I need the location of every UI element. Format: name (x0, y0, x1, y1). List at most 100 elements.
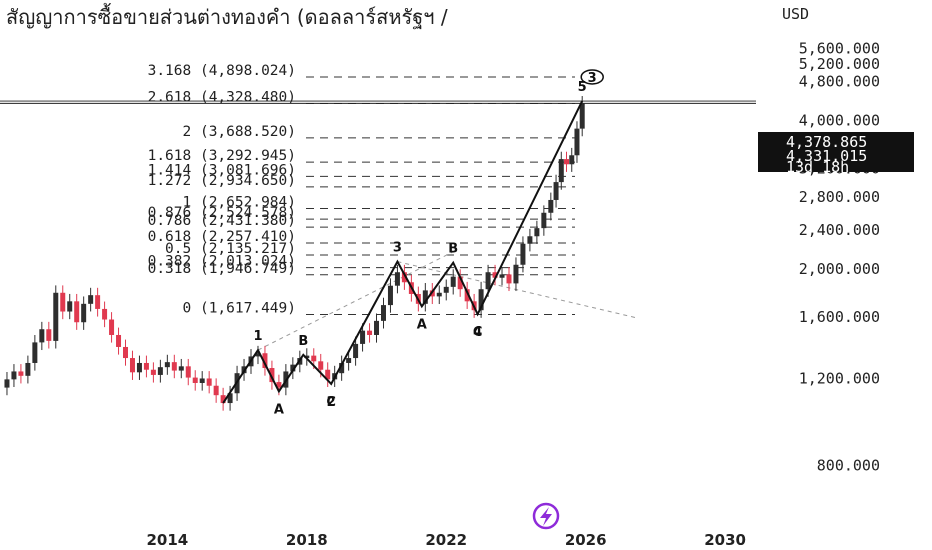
candle-body-43 (304, 355, 310, 359)
fib-label-5: 1.272 (2,934.650) (148, 173, 296, 189)
price-candles (4, 96, 585, 411)
y-tick-2: 1,600.000 (799, 308, 880, 326)
countdown-label: 13d 18h (786, 158, 849, 176)
fib-level-lines (0, 76, 756, 315)
fib-level-labels: 3.168 (4,898.024) 2.618 (4,328.480) 2 (3,6… (148, 63, 296, 316)
wave-label-circle-11 (580, 69, 604, 85)
candle-body-49 (346, 358, 352, 363)
candle-body-79 (553, 182, 559, 200)
candle-body-52 (367, 330, 373, 335)
candle-body-77 (541, 212, 547, 229)
x-tick-1: 2018 (286, 531, 328, 549)
chart-title: สัญญาการซื้อขายส่วนต่างทองคำ (ดอลลาร์สหร… (6, 3, 448, 29)
y-tick-9: 4,800.000 (799, 72, 880, 90)
candle-body-28 (199, 378, 205, 383)
x-tick-3: 2026 (565, 531, 607, 549)
candle-body-50 (353, 343, 359, 359)
candle-body-69 (485, 272, 491, 290)
candle-body-80 (558, 159, 564, 183)
candle-body-75 (527, 236, 533, 244)
candle-body-16 (116, 334, 122, 347)
fib-label-1: 2.618 (4,328.480) (148, 90, 296, 106)
candle-body-6 (46, 329, 52, 341)
y-tick-11: 5,600.000 (799, 39, 880, 57)
candle-body-51 (360, 330, 366, 344)
candle-body-14 (102, 308, 108, 320)
fib-label-0: 3.168 (4,898.024) (148, 63, 296, 79)
candle-body-73 (513, 264, 519, 284)
wave-label-10: 5 (578, 80, 587, 95)
wave-label-7: B (448, 242, 458, 257)
price-tag-box (758, 132, 914, 172)
candle-body-64 (450, 276, 456, 287)
candle-body-65 (457, 276, 463, 290)
candle-body-37 (262, 353, 268, 369)
candle-body-9 (67, 301, 73, 312)
candle-body-57 (401, 272, 407, 283)
candle-body-55 (387, 285, 393, 306)
currency-label: USD (782, 5, 809, 23)
candle-body-21 (150, 369, 156, 375)
wave-label-6: A (417, 317, 427, 332)
trend-lines (257, 249, 639, 351)
candle-body-36 (255, 353, 261, 357)
fib-label-8: 0.786 (2,431.380) (148, 213, 296, 229)
wave-label-11: 3 (588, 71, 597, 86)
candle-body-12 (88, 295, 94, 304)
candle-body-39 (276, 382, 282, 388)
x-axis: 2014 2018 2022 2026 2030 (146, 531, 746, 549)
fib-label-9: 0.618 (2,257.410) (148, 229, 296, 245)
fib-label-7: 0.876 (2,524.578) (148, 205, 296, 221)
candle-body-1 (11, 371, 17, 380)
candle-body-71 (499, 274, 505, 278)
lower-trend-line (397, 261, 639, 319)
candle-body-45 (318, 361, 324, 370)
y-tick-1: 1,200.000 (799, 369, 880, 387)
wave-label-0: 1 (253, 329, 262, 344)
candle-body-29 (206, 378, 212, 386)
candle-body-15 (109, 319, 115, 335)
candle-body-38 (269, 368, 275, 383)
candle-body-60 (422, 290, 428, 304)
candle-body-56 (394, 272, 400, 286)
fib-label-6: 1 (2,652.984) (183, 194, 297, 210)
y-tick-10: 5,200.000 (799, 55, 880, 73)
candle-body-63 (443, 286, 449, 293)
fib-label-11: 0.382 (2,013.024) (148, 254, 296, 270)
wave-label-2: B (298, 334, 308, 349)
candle-body-70 (492, 272, 498, 278)
y-axis: 800.000 1,200.000 1,600.000 2,000.000 2,400.… (799, 39, 880, 474)
candle-body-53 (374, 320, 380, 335)
candle-body-7 (53, 292, 59, 341)
candle-body-66 (464, 289, 470, 302)
candle-body-81 (564, 159, 570, 165)
candle-body-82 (569, 155, 575, 165)
high-price-label: 4,378.865 (786, 133, 867, 151)
current-price-tags: 4,378.865 4,331.015 13d 18h (758, 132, 914, 176)
candle-body-23 (164, 362, 170, 368)
fib-label-10: 0.5 (2,135.217) (165, 241, 296, 257)
candle-body-3 (25, 362, 31, 376)
candle-body-84 (579, 103, 585, 129)
wave-polyline (222, 100, 584, 404)
candle-body-11 (81, 303, 87, 323)
candle-body-44 (311, 355, 317, 362)
candle-body-48 (339, 362, 345, 374)
elliott-wave-path (222, 100, 584, 404)
candle-body-19 (136, 362, 142, 373)
candle-body-20 (143, 362, 149, 370)
y-tick-5: 2,800.000 (799, 188, 880, 206)
candle-body-17 (123, 346, 129, 359)
y-tick-8: 4,000.000 (799, 111, 880, 129)
candle-body-4 (32, 342, 38, 363)
title-backdrop (0, 0, 760, 30)
candle-body-41 (290, 364, 296, 372)
x-tick-4: 2030 (704, 531, 746, 549)
candle-body-8 (60, 292, 66, 312)
upper-trend-line (257, 249, 458, 351)
candle-body-72 (506, 274, 512, 284)
wave-label-4: C (326, 395, 336, 410)
bolt-icon[interactable] (532, 502, 560, 530)
candle-body-22 (157, 367, 163, 375)
